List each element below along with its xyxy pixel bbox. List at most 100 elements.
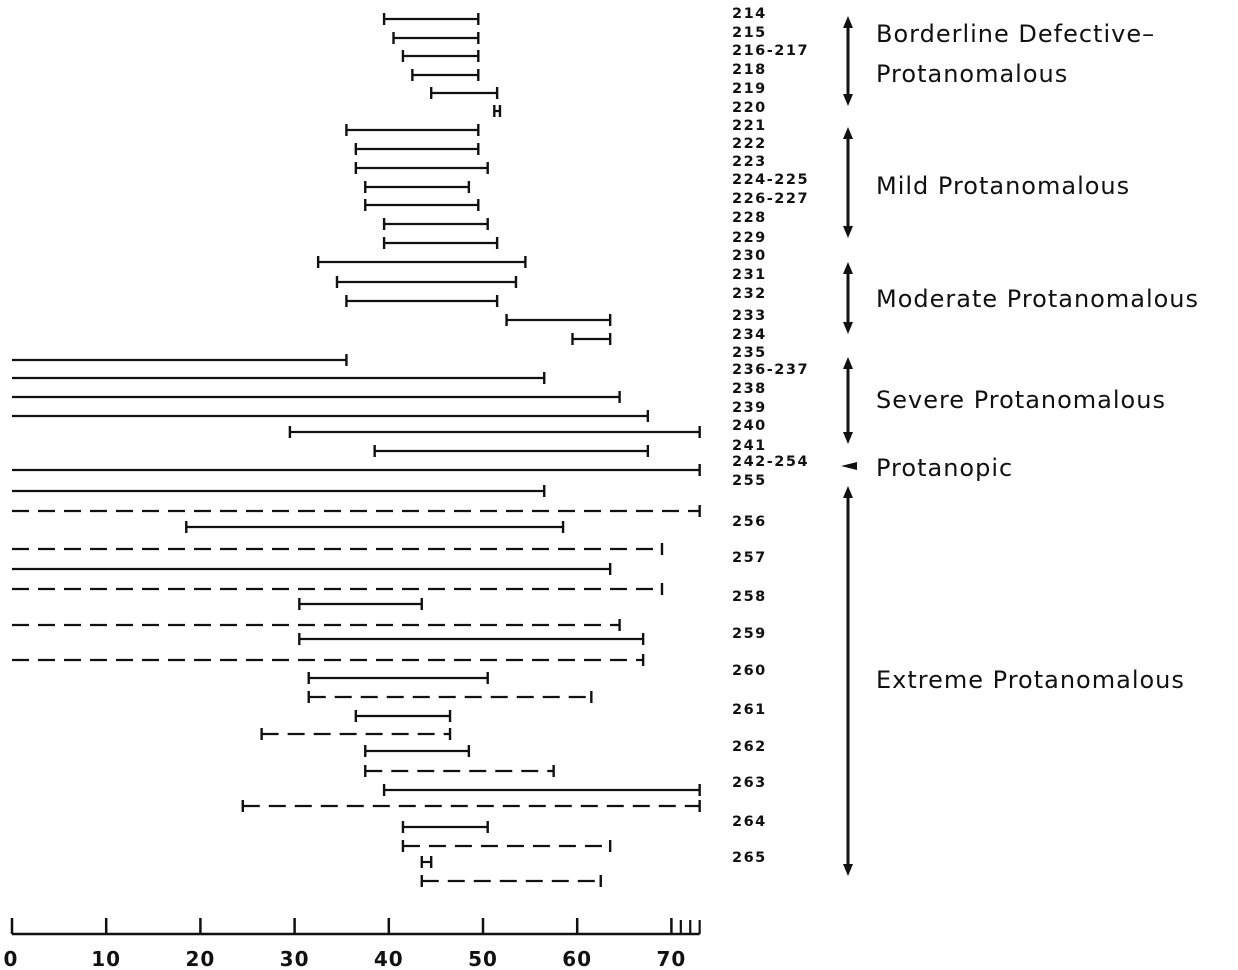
row-labels: 214 215 216-217 218 219 220 221 222 223 224-225 22… (732, 6, 809, 866)
row-label-242-254: 242-254 (732, 454, 809, 470)
category-mild-protanomalous-arrow-up (843, 127, 853, 139)
row-label-257: 257 (732, 550, 767, 566)
range-bar-261-solid (354, 710, 452, 722)
range-bar-219-solid (429, 87, 499, 99)
category-mild-protanomalous-label: Mild Protanomalous (876, 172, 1130, 200)
category-extreme-protanomalous-label: Extreme Protanomalous (876, 666, 1185, 694)
range-bar-265-solid (420, 856, 433, 868)
row-label-214: 214 (732, 6, 767, 22)
range-bar-257-dashed (12, 583, 664, 595)
row-label-221: 221 (732, 118, 767, 134)
range-bar-224-225-solid (364, 181, 471, 193)
x-tick-label-10: 10 (91, 947, 121, 970)
x-tick-label-70: 70 (656, 947, 686, 970)
x-tick-label-0: 0 (4, 947, 19, 970)
row-label-216-217: 216-217 (732, 43, 809, 59)
range-bar-260-dashed (307, 691, 593, 703)
range-bar-263-dashed (241, 800, 701, 812)
row-label-262: 262 (732, 739, 767, 755)
row-label-265: 265 (732, 850, 767, 866)
category-protanopic: Protanopic (841, 454, 1013, 482)
x-tick-label-20: 20 (185, 947, 215, 970)
category-moderate-protanomalous-label: Moderate Protanomalous (876, 285, 1199, 313)
category-severe-protanomalous-arrow-down (843, 432, 853, 444)
range-bar-241-solid (373, 445, 650, 457)
row-label-235: 235 (732, 345, 767, 361)
range-bar-257-solid (12, 563, 612, 575)
range-bars (12, 13, 701, 887)
category-mild-protanomalous: Mild Protanomalous (843, 127, 1130, 238)
row-label-238: 238 (732, 381, 767, 397)
range-bar-256-solid (185, 521, 565, 533)
row-label-232: 232 (732, 286, 767, 302)
x-tick-label-60: 60 (562, 947, 592, 970)
range-bar-214-solid (382, 13, 480, 25)
range-bar-228-solid (382, 218, 489, 230)
range-bar-240-solid (288, 426, 701, 438)
range-bar-256-dashed (12, 543, 664, 555)
row-label-224-225: 224-225 (732, 172, 809, 188)
category-borderline-defective-arrow-up (843, 16, 853, 28)
range-bar-226-227-solid (364, 199, 480, 211)
row-label-226-227: 226-227 (732, 191, 809, 207)
row-label-256: 256 (732, 514, 767, 530)
row-label-255: 255 (732, 473, 767, 489)
row-label-223: 223 (732, 154, 767, 170)
range-bar-259-solid (298, 633, 645, 645)
row-label-260: 260 (732, 663, 767, 679)
range-bar-220-solid (493, 105, 502, 117)
range-bar-233-solid (505, 314, 612, 326)
row-label-231: 231 (732, 267, 767, 283)
range-bar-229-solid (382, 237, 499, 249)
range-bar-232-solid (345, 295, 499, 307)
range-bar-234-solid (571, 333, 612, 345)
category-moderate-protanomalous-arrow-down (843, 322, 853, 334)
row-label-229: 229 (732, 230, 767, 246)
row-label-218: 218 (732, 62, 767, 78)
range-bar-261-dashed (260, 728, 452, 740)
row-label-236-237: 236-237 (732, 362, 809, 378)
category-severe-protanomalous: Severe Protanomalous (843, 357, 1165, 444)
category-borderline-defective-arrow-down (843, 94, 853, 106)
row-label-228: 228 (732, 210, 767, 226)
range-bar-242-254-solid (12, 464, 701, 476)
x-axis: 0 10 20 30 40 50 60 70 (4, 918, 701, 970)
range-bar-255-dashed (12, 505, 701, 517)
range-bar-265-dashed (420, 875, 602, 887)
category-moderate-protanomalous-arrow-up (843, 262, 853, 274)
row-label-259: 259 (732, 626, 767, 642)
range-bar-262-dashed (364, 765, 555, 777)
range-bar-221-solid (345, 124, 480, 136)
range-bar-255-solid (12, 485, 546, 497)
category-moderate-protanomalous: Moderate Protanomalous (843, 262, 1199, 334)
category-extreme-protanomalous-arrow-down (843, 864, 853, 876)
row-label-233: 233 (732, 308, 767, 324)
range-bar-235-solid (12, 354, 348, 366)
range-bar-239-solid (12, 410, 650, 422)
row-label-234: 234 (732, 327, 767, 343)
category-brackets: Borderline Defective– Protanomalous Mild P… (841, 16, 1199, 876)
range-bar-231-solid (335, 276, 518, 288)
range-bar-263-solid (382, 784, 701, 796)
row-label-239: 239 (732, 400, 767, 416)
range-bar-259-dashed (12, 654, 645, 666)
x-tick-label-40: 40 (374, 947, 404, 970)
category-borderline-defective: Borderline Defective– Protanomalous (843, 16, 1155, 106)
x-tick-label-30: 30 (280, 947, 310, 970)
category-severe-protanomalous-arrow-up (843, 357, 853, 369)
range-bar-222-solid (354, 143, 480, 155)
row-label-261: 261 (732, 702, 767, 718)
range-bar-218-solid (411, 69, 480, 81)
category-protanopic-arrow-left (841, 462, 857, 470)
category-protanopic-label: Protanopic (876, 454, 1013, 482)
row-label-220: 220 (732, 100, 767, 116)
range-bar-264-solid (401, 821, 489, 833)
range-bar-258-solid (298, 598, 423, 610)
row-label-215: 215 (732, 25, 767, 41)
range-bar-264-dashed (401, 840, 612, 852)
category-borderline-defective-label: Borderline Defective– (876, 20, 1155, 48)
range-bar-216-217-solid (401, 50, 480, 62)
category-extreme-protanomalous: Extreme Protanomalous (843, 486, 1185, 876)
row-label-222: 222 (732, 136, 767, 152)
